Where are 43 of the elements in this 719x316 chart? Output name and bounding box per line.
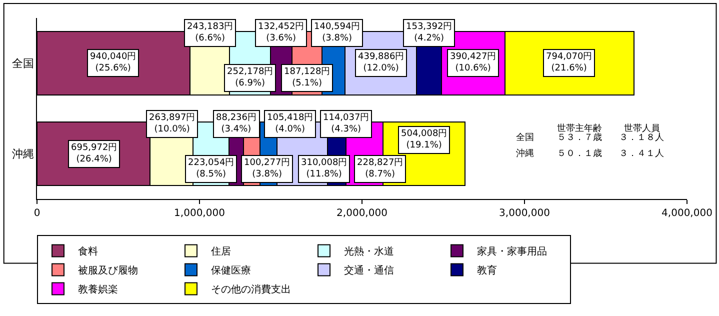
data-label: 504,008円 (19.1%)	[401, 129, 448, 151]
annotation: ３．１８人	[619, 132, 664, 143]
legend-label: 保健医療	[211, 264, 251, 277]
data-label: 228,827円 (8.7%)	[357, 158, 404, 180]
data-label: 114,037円 (4.3%)	[323, 113, 370, 135]
data-label: 252,178円 (6.9%)	[227, 67, 274, 89]
legend-label: 食料	[78, 246, 98, 258]
legend-label: 教育	[477, 264, 497, 277]
data-label: 153,392円 (4.2%)	[406, 22, 452, 44]
data-label: 310,008円 (11.8%)	[301, 158, 348, 180]
data-label: 88,236円 (3.4%)	[216, 113, 256, 135]
data-label: 439,886円 (12.0%)	[358, 52, 404, 74]
data-label: 105,418円 (4.0%)	[267, 113, 314, 135]
data-label: 695,972円 (26.4%)	[71, 143, 118, 165]
data-label: 940,040円 (25.6%)	[90, 52, 136, 74]
legend-label: 教養娯楽	[78, 284, 118, 296]
legend-label: 光熱・水道	[344, 246, 394, 258]
annotation: ５０．１歳	[557, 148, 602, 159]
x-tick-label: 2,000,000	[336, 208, 388, 219]
x-tick-label: 4,000,000	[662, 208, 712, 219]
legend-label: 住居	[211, 246, 231, 258]
data-label: 263,897円 (10.0%)	[149, 113, 196, 135]
legend-label: 被服及び履物	[78, 264, 138, 277]
data-label: 132,452円 (3.6%)	[258, 22, 304, 44]
x-tick-label: 0	[34, 208, 40, 219]
annotation: ３．４１人	[619, 148, 664, 159]
data-label: 390,427円 (10.6%)	[450, 52, 496, 74]
legend-label: 交通・通信	[344, 264, 394, 277]
annotation: ５３．７歳	[557, 132, 602, 143]
x-tick-label: 1,000,000	[174, 208, 225, 219]
annotation: 沖縄	[516, 148, 534, 159]
annotation: 世帯主年齢	[557, 123, 602, 134]
x-tick-label: 3,000,000	[499, 208, 550, 219]
legend-label: 家具・家事用品	[477, 246, 547, 258]
data-label: 187,128円 (5.1%)	[284, 67, 330, 89]
data-label: 243,183円 (6.6%)	[187, 22, 234, 44]
annotation: 世帯人員	[624, 123, 660, 134]
data-label: 100,277円 (3.8%)	[244, 158, 290, 180]
data-label: 794,070円 (21.6%)	[546, 52, 592, 74]
legend-label: その他の消費支出	[211, 284, 291, 296]
annotation: 全国	[516, 132, 534, 143]
data-label: 223,054円 (8.5%)	[188, 158, 234, 180]
data-label: 140,594円 (3.8%)	[314, 22, 360, 44]
